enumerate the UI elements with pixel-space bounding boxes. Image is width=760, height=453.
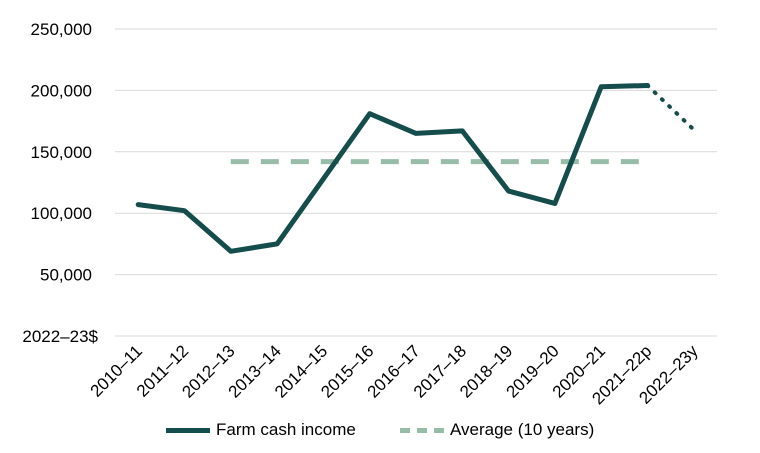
- y-tick-label: 150,000: [31, 143, 92, 162]
- series-lines: [135, 83, 696, 254]
- y-tick-label: 200,000: [31, 81, 92, 100]
- legend: Farm cash income Average (10 years): [0, 420, 760, 450]
- legend-label: Average (10 years): [450, 420, 595, 439]
- y-axis: 250,000 200,000 150,000 100,000 50,000 2022–2…: [22, 20, 98, 346]
- legend-item-farm-cash-income: Farm cash income: [166, 420, 356, 440]
- line-chart: 250,000 200,000 150,000 100,000 50,000 2022–2…: [22, 20, 717, 408]
- y-tick-label: 50,000: [40, 266, 92, 285]
- x-axis: 2010–112011–122012–132013–142014–152015–…: [87, 335, 717, 408]
- y-tick-label: 250,000: [31, 20, 92, 39]
- legend-swatch-dashed: [400, 427, 444, 433]
- y-unit-label: 2022–23$: [22, 327, 98, 346]
- y-tick-label: 100,000: [31, 204, 92, 223]
- farm-cash-income-projection: [645, 83, 696, 132]
- gridlines: [115, 28, 717, 276]
- legend-swatch-solid: [166, 427, 210, 433]
- farm-cash-income-line: [135, 83, 650, 254]
- legend-item-average: Average (10 years): [400, 420, 594, 440]
- legend-label: Farm cash income: [216, 420, 356, 439]
